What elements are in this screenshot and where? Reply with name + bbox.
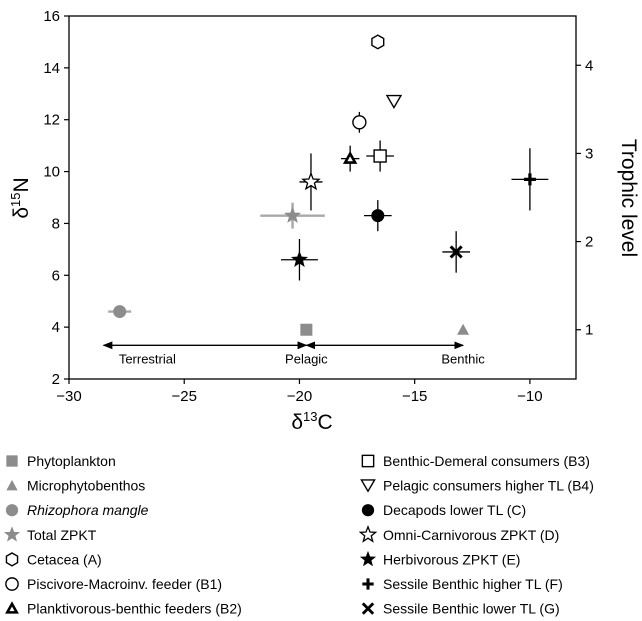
legend-label: Benthic-Demeral consumers (B3) bbox=[383, 453, 590, 469]
y-tick-label: 6 bbox=[52, 267, 60, 284]
legend-label: Rhizophora mangle bbox=[27, 502, 149, 518]
y-tick-label: 2 bbox=[52, 371, 60, 388]
legend-item: Decapods lower TL (C) bbox=[361, 502, 526, 518]
zone-label: Benthic bbox=[441, 351, 485, 366]
data-point bbox=[442, 231, 470, 273]
habitat-zones: Terrestrial Pelagic Benthic bbox=[102, 341, 485, 366]
data-points bbox=[108, 34, 549, 336]
x-tick-label: −30 bbox=[56, 388, 81, 405]
legend-label: Cetacea (A) bbox=[27, 551, 102, 567]
legend-label: Sessile Benthic higher TL (F) bbox=[383, 576, 563, 592]
legend-item: Benthic-Demeral consumers (B3) bbox=[361, 453, 590, 469]
legend-item: Planktivorous-benthic feeders (B2) bbox=[5, 601, 242, 617]
legend-item: Total ZPKT bbox=[3, 526, 97, 543]
legend-item: Rhizophora mangle bbox=[5, 502, 149, 518]
data-point bbox=[385, 94, 403, 109]
data-point bbox=[108, 305, 132, 319]
data-point bbox=[300, 323, 313, 336]
legend-item: Pelagic consumers higher TL (B4) bbox=[360, 478, 594, 494]
legend-item: Piscivore-Macroinv. feeder (B1) bbox=[5, 576, 222, 592]
legend-item: Microphytobenthos bbox=[6, 478, 145, 494]
data-point bbox=[371, 34, 385, 50]
legend-item: Herbivorous ZPKT (E) bbox=[359, 550, 520, 567]
legend-label: Piscivore-Macroinv. feeder (B1) bbox=[27, 576, 222, 592]
x-tick-label: −20 bbox=[287, 388, 312, 405]
data-point bbox=[363, 200, 392, 232]
zone-label: Pelagic bbox=[285, 351, 328, 366]
x-tick-label: −15 bbox=[402, 388, 427, 405]
x-axis-label: δ13C bbox=[291, 409, 332, 434]
legend-label: Planktivorous-benthic feeders (B2) bbox=[27, 601, 242, 617]
y2-tick-label: 1 bbox=[585, 322, 593, 339]
legend-item: Sessile Benthic higher TL (F) bbox=[362, 576, 563, 592]
legend-label: Phytoplankton bbox=[27, 453, 116, 469]
legend-label: Sessile Benthic lower TL (G) bbox=[383, 601, 560, 617]
y-tick-label: 4 bbox=[52, 319, 60, 336]
x-tick-label: −10 bbox=[517, 388, 542, 405]
y2-axis-label: Trophic level bbox=[617, 139, 640, 257]
legend-label: Total ZPKT bbox=[27, 527, 97, 543]
y-tick-label: 14 bbox=[43, 60, 60, 77]
y2-tick-label: 2 bbox=[585, 234, 593, 251]
data-point bbox=[260, 202, 325, 229]
data-point bbox=[281, 238, 318, 281]
plot-area bbox=[68, 15, 577, 380]
legend-label: Decapods lower TL (C) bbox=[383, 502, 526, 518]
legend: Phytoplankton Microphytobenthos Rhizophora… bbox=[3, 453, 594, 617]
legend-item: Sessile Benthic lower TL (G) bbox=[361, 601, 560, 617]
data-point bbox=[352, 111, 367, 133]
legend-item: Cetacea (A) bbox=[5, 551, 102, 567]
y-axis-label: δ15N bbox=[8, 177, 33, 218]
legend-item: Omni-Carnivorous ZPKT (D) bbox=[358, 524, 559, 543]
y2-tick-label: 3 bbox=[585, 145, 593, 162]
legend-label: Herbivorous ZPKT (E) bbox=[383, 551, 520, 567]
y2-tick-label: 4 bbox=[585, 57, 593, 74]
legend-label: Pelagic consumers higher TL (B4) bbox=[383, 478, 594, 494]
legend-label: Omni-Carnivorous ZPKT (D) bbox=[383, 527, 559, 543]
x-tick-label: −25 bbox=[172, 388, 197, 405]
data-point bbox=[299, 153, 323, 211]
data-point bbox=[366, 140, 394, 172]
data-point bbox=[511, 148, 549, 211]
y-tick-label: 8 bbox=[52, 215, 60, 232]
data-point bbox=[457, 323, 470, 335]
y-tick-label: 16 bbox=[43, 8, 60, 25]
y-tick-label: 10 bbox=[43, 164, 60, 181]
legend-label: Microphytobenthos bbox=[27, 478, 145, 494]
legend-item: Phytoplankton bbox=[6, 453, 116, 469]
data-point bbox=[340, 145, 360, 172]
y-tick-label: 12 bbox=[43, 112, 60, 129]
zone-label: Terrestrial bbox=[119, 351, 176, 366]
